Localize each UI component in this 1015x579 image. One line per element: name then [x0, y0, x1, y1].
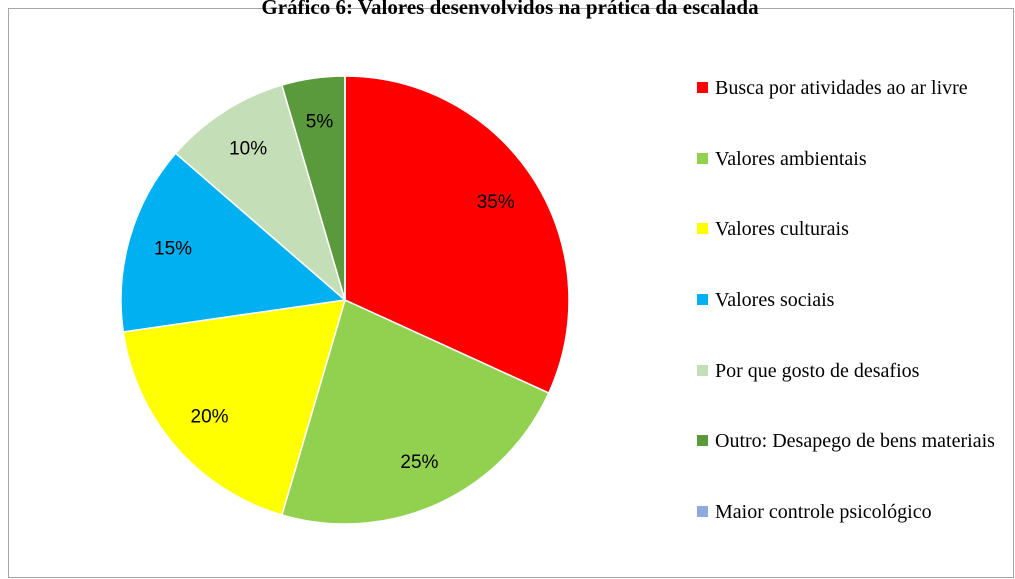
pie-slice: [344, 75, 570, 395]
pie-slice: [122, 299, 347, 516]
data-label: 15%: [154, 239, 192, 260]
legend-label: Valores culturais: [715, 218, 849, 241]
data-label: 35%: [477, 192, 515, 213]
legend-swatch: [697, 364, 708, 376]
legend-label: Valores sociais: [715, 288, 835, 311]
data-label: 10%: [229, 138, 267, 159]
data-label: 25%: [400, 452, 438, 473]
pie-slice: [280, 298, 550, 525]
legend-swatch: [697, 505, 708, 517]
data-label: 20%: [191, 406, 229, 427]
legend-item: Maior controle psicológico: [697, 500, 1013, 524]
legend-label: Busca por atividades ao ar livre: [715, 77, 968, 99]
legend-swatch: [697, 223, 708, 235]
legend-item: Outro: Desapego de bens materiais: [697, 429, 1013, 453]
pie-slice: [120, 152, 347, 333]
legend-label: Maior controle psicológico: [715, 500, 932, 523]
chart-title: Gráfico 6: Valores desenvolvidos na prát…: [261, 0, 759, 19]
legend-item: Valores sociais: [697, 288, 1013, 312]
legend-item: Valores ambientais: [697, 147, 1013, 171]
pie-slice: [174, 84, 347, 303]
legend-label: Por que gosto de desafios: [715, 359, 920, 382]
legend-item: Por que gosto de desafios: [697, 359, 1013, 383]
legend: Busca por atividades ao ar livre Valores …: [697, 76, 1013, 524]
data-label: 5%: [306, 112, 334, 133]
legend-label: Outro: Desapego de bens materiais: [715, 430, 995, 453]
legend-item: Valores culturais: [697, 217, 1013, 241]
legend-label: Valores ambientais: [715, 147, 867, 170]
legend-swatch: [697, 293, 708, 305]
legend-item: Busca por atividades ao ar livre: [697, 76, 1013, 100]
legend-swatch: [697, 435, 708, 447]
legend-swatch: [697, 82, 708, 93]
legend-swatch: [697, 152, 708, 164]
